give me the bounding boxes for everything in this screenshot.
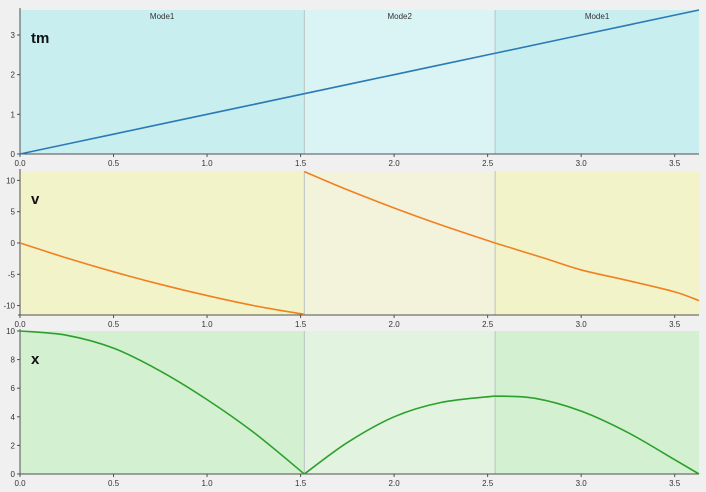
mode-band bbox=[20, 331, 305, 474]
y-tick-label: 5 bbox=[11, 208, 16, 217]
y-tick-label: 0 bbox=[11, 150, 16, 159]
x-tick-label: 2.5 bbox=[482, 159, 494, 168]
x-tick-label: 1.0 bbox=[201, 159, 213, 168]
y-tick-label: 0 bbox=[11, 470, 16, 479]
series-line-x-segment-3 bbox=[495, 395, 700, 475]
x-tick-label: 0.0 bbox=[14, 479, 26, 488]
series-line-x-segment-1 bbox=[19, 330, 305, 475]
y-tick-label: 6 bbox=[11, 384, 16, 393]
series-line-tm-segment-1 bbox=[19, 92, 305, 155]
x-tick-label: 0.5 bbox=[108, 479, 120, 488]
y-tick-label: 4 bbox=[11, 413, 16, 422]
mode-band bbox=[20, 10, 305, 154]
series-line-v-segment-1 bbox=[19, 242, 305, 316]
y-tick-label: -10 bbox=[3, 302, 15, 311]
mode-band bbox=[495, 171, 699, 315]
y-tick-label: 2 bbox=[11, 71, 16, 80]
y-tick-label: 0 bbox=[11, 239, 16, 248]
x-tick-label: 2.0 bbox=[389, 479, 401, 488]
mode-label: Mode1 bbox=[585, 12, 610, 21]
x-tick-label: 0.5 bbox=[108, 320, 120, 329]
x-tick-label: 1.0 bbox=[201, 320, 213, 329]
chart-panel-v: 10 5 0 -5 -10 0.0 0.5 1.0 1.5 2.0 2.5 3.0 3.5 v bbox=[3, 169, 700, 329]
x-tick-label: 2.0 bbox=[389, 159, 401, 168]
x-tick-label: 0.0 bbox=[14, 320, 26, 329]
x-tick-label: 1.5 bbox=[295, 159, 307, 168]
mode-label: Mode1 bbox=[150, 12, 175, 21]
x-tick-label: 3.5 bbox=[669, 159, 681, 168]
chart-panel-x: 10 8 6 4 2 00.0 0.5 1.0 1.5 2.0 2.5 3.0 3.5 x bbox=[6, 327, 700, 488]
y-tick-label: 2 bbox=[11, 441, 16, 450]
mode-label: Mode2 bbox=[387, 12, 412, 21]
x-tick-label: 0.5 bbox=[108, 159, 120, 168]
x-tick-label: 1.5 bbox=[295, 479, 307, 488]
mode-band bbox=[304, 171, 496, 315]
x-tick-label: 2.0 bbox=[389, 320, 401, 329]
chart-title: x bbox=[31, 351, 40, 368]
mode-band bbox=[495, 331, 699, 474]
series-line-v-segment-3 bbox=[494, 242, 700, 302]
x-tick-label: 1.0 bbox=[201, 479, 213, 488]
x-tick-label: 3.0 bbox=[576, 479, 588, 488]
x-tick-label: 3.0 bbox=[576, 320, 588, 329]
y-tick-label: 10 bbox=[6, 327, 15, 336]
series-line-tm-segment-3 bbox=[494, 9, 700, 55]
y-tick-label: 3 bbox=[11, 31, 16, 40]
series-line-tm-segment-2 bbox=[304, 52, 496, 95]
y-tick-label: 8 bbox=[11, 356, 16, 365]
x-tick-label: 3.5 bbox=[669, 479, 681, 488]
y-tick-label: -5 bbox=[8, 270, 16, 279]
chart-title: v bbox=[31, 191, 40, 208]
x-tick-label: 2.5 bbox=[482, 479, 494, 488]
x-tick-label: 0.0 bbox=[14, 159, 26, 168]
series-line-x-segment-2 bbox=[303, 395, 496, 475]
y-tick-label: 1 bbox=[11, 110, 16, 119]
chart-panel-tm: Mode1 Mode2 Mode1 0 1 2 3 0.0 0.5 1.0 1.5 2.0 2.5 3.0… bbox=[11, 8, 700, 168]
series-line-v-segment-2 bbox=[304, 170, 496, 244]
x-tick-label: 3.5 bbox=[669, 320, 681, 329]
mode-band bbox=[304, 10, 496, 154]
x-tick-label: 3.0 bbox=[576, 159, 588, 168]
x-tick-label: 1.5 bbox=[295, 320, 307, 329]
x-tick-label: 2.5 bbox=[482, 320, 494, 329]
chart-title: tm bbox=[31, 30, 49, 47]
y-tick-label: 10 bbox=[6, 176, 15, 185]
mode-band bbox=[495, 10, 699, 154]
mode-band bbox=[20, 171, 305, 315]
